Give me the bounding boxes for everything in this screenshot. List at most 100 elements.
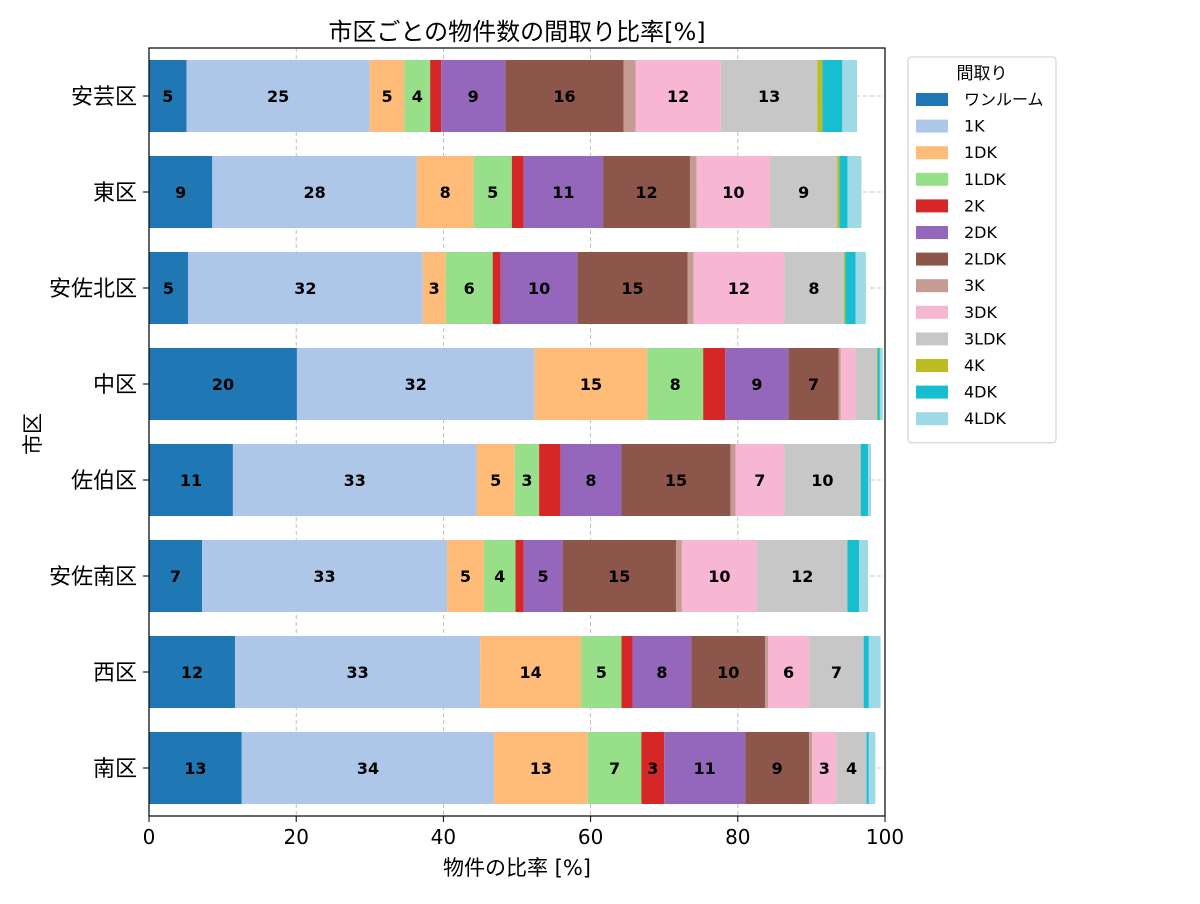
data-label: 34 — [357, 759, 379, 778]
bar-segment — [817, 60, 823, 132]
data-label: 4 — [412, 87, 423, 106]
bar-segment — [745, 732, 810, 804]
data-label: 4 — [846, 759, 857, 778]
bar-segment — [494, 732, 588, 804]
data-label: 8 — [656, 663, 667, 682]
x-axis-label: 物件の比率 [%] — [443, 856, 591, 880]
data-label: 15 — [580, 375, 602, 394]
legend-label: 1LDK — [964, 170, 1006, 189]
bar-segment — [623, 60, 636, 132]
bar-segment — [603, 156, 690, 228]
bar-segment — [149, 348, 297, 420]
bar-segment — [859, 540, 869, 612]
data-label: 12 — [181, 663, 203, 682]
data-label: 33 — [344, 471, 366, 490]
bar-segment — [523, 156, 604, 228]
bar-segment — [149, 540, 202, 612]
data-label: 5 — [538, 567, 549, 586]
bar-segment — [404, 60, 431, 132]
bar-segment — [483, 540, 516, 612]
bar-segment — [505, 60, 624, 132]
data-label: 20 — [212, 375, 234, 394]
bar-segment — [447, 540, 484, 612]
bar-segment — [809, 636, 864, 708]
bar-segment — [855, 348, 877, 420]
data-label: 25 — [267, 87, 289, 106]
data-label: 15 — [665, 471, 687, 490]
legend-label: 3K — [964, 276, 985, 295]
bar-segment — [641, 732, 665, 804]
bar-segment — [681, 540, 757, 612]
legend-label: 3LDK — [964, 329, 1006, 348]
data-label: 3 — [521, 471, 532, 490]
data-label: 12 — [791, 567, 813, 586]
x-tick-label: 40 — [431, 825, 456, 849]
legend-label: 4DK — [964, 383, 998, 402]
bar-segment — [730, 444, 736, 516]
bar-segment — [480, 636, 582, 708]
legend-label: ワンルーム — [964, 90, 1044, 109]
bar-segment — [476, 444, 515, 516]
bar-segment — [876, 348, 878, 420]
bar-segment — [842, 60, 858, 132]
bar-segment — [534, 348, 648, 420]
bar-segment — [647, 348, 704, 420]
bar-segment — [441, 60, 506, 132]
data-label: 9 — [798, 183, 809, 202]
data-label: 10 — [811, 471, 833, 490]
legend-label: 1DK — [964, 143, 998, 162]
data-label: 3 — [819, 759, 830, 778]
bar-segment — [149, 156, 213, 228]
bar-segment — [868, 636, 881, 708]
y-tick-label: 中区 — [93, 373, 137, 398]
bar-segment — [809, 732, 813, 804]
bar-segment — [188, 252, 423, 324]
bar-segment — [560, 444, 622, 516]
bar-segment — [149, 60, 187, 132]
legend-label: 1K — [964, 117, 985, 136]
data-label: 13 — [758, 87, 780, 106]
data-label: 33 — [347, 663, 369, 682]
bar-segment — [693, 252, 785, 324]
bar-segment — [866, 732, 869, 804]
data-label: 7 — [754, 471, 765, 490]
legend-label: 2DK — [964, 223, 998, 242]
y-tick-label: 安芸区 — [71, 85, 137, 110]
bar-segment — [725, 348, 789, 420]
bar-segment — [296, 348, 535, 420]
bar-segment — [784, 444, 861, 516]
bar-segment — [492, 252, 501, 324]
legend-label: 4K — [964, 356, 985, 375]
bar-segment — [784, 252, 844, 324]
bar-segment — [562, 540, 676, 612]
legend-swatch — [916, 93, 948, 106]
legend-swatch — [916, 332, 948, 346]
bar-segment — [877, 348, 880, 420]
bar-segment — [232, 444, 477, 516]
legend-swatch — [916, 226, 948, 239]
bar-segment — [770, 156, 838, 228]
bar-segment — [687, 252, 694, 324]
legend-swatch — [916, 385, 948, 399]
bar-segment — [689, 156, 697, 228]
bar-segment — [581, 636, 622, 708]
y-tick-label: 東区 — [93, 181, 137, 206]
bar-segment — [845, 252, 856, 324]
data-label: 10 — [722, 183, 744, 202]
legend-swatch — [916, 279, 948, 293]
bar-segment — [822, 60, 843, 132]
data-label: 8 — [670, 375, 681, 394]
legend-swatch — [916, 359, 948, 372]
bar-segment — [511, 156, 524, 228]
bar-segment — [691, 636, 766, 708]
data-label: 16 — [553, 87, 575, 106]
bar-segment — [445, 252, 493, 324]
bar-segment — [186, 60, 370, 132]
legend-swatch — [916, 172, 948, 186]
bar-segment — [860, 444, 869, 516]
data-label: 12 — [667, 87, 689, 106]
data-label: 32 — [405, 375, 427, 394]
